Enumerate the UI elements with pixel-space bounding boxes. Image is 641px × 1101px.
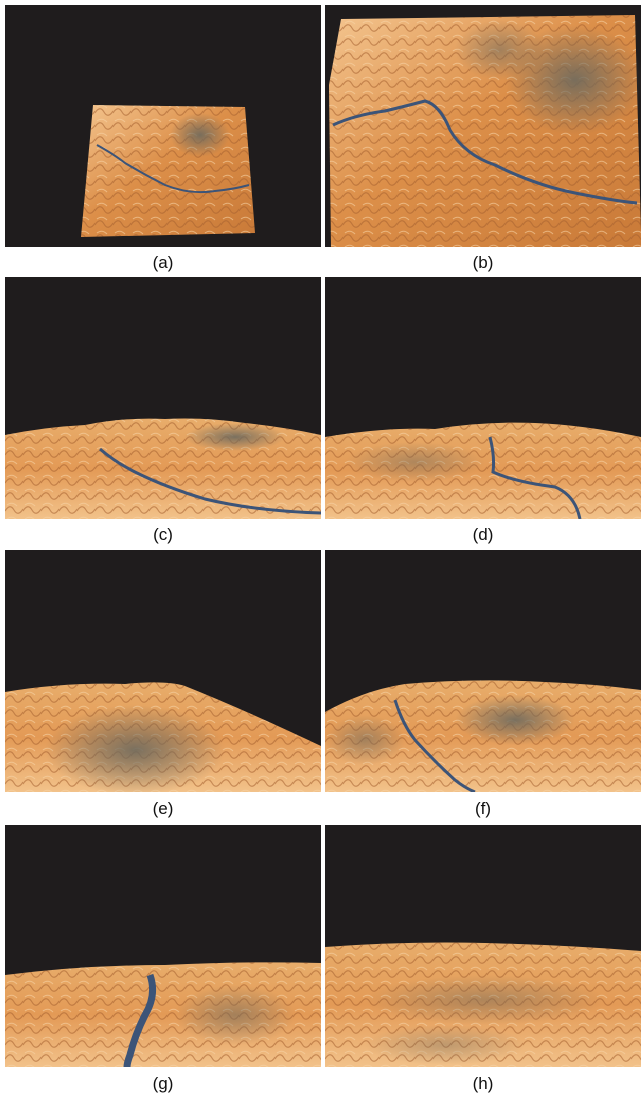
caption-h: (h) (472, 1074, 494, 1093)
river-path (99, 447, 321, 515)
terrain-render-g (5, 962, 321, 1067)
terrain-render-e (5, 682, 321, 792)
caption-a: (a) (152, 253, 174, 272)
caption-e: (e) (152, 799, 174, 818)
terrain-render-a (81, 105, 255, 237)
terrain-render-f (325, 680, 641, 792)
terrain-panel-c (5, 277, 321, 519)
terrain-panel-g (5, 825, 321, 1067)
caption-g: (g) (152, 1074, 174, 1093)
terrain-panel-f (325, 550, 641, 792)
river-path (96, 144, 250, 194)
river-path (332, 99, 638, 205)
caption-d: (d) (472, 525, 494, 544)
caption-f: (f) (474, 799, 492, 818)
river-path (488, 436, 582, 519)
terrain-panel-e (5, 550, 321, 792)
river-path (123, 973, 157, 1067)
terrain-panel-h (325, 825, 641, 1067)
terrain-render-d (325, 422, 641, 519)
terrain-render-c (5, 418, 321, 519)
caption-c: (c) (153, 525, 173, 544)
terrain-panel-a (5, 5, 321, 247)
terrain-panel-b (325, 5, 641, 247)
terrain-render-b (329, 15, 641, 247)
river-path (393, 699, 476, 792)
caption-b: (b) (472, 253, 494, 272)
terrain-panel-d (325, 277, 641, 519)
terrain-render-h (325, 942, 641, 1067)
